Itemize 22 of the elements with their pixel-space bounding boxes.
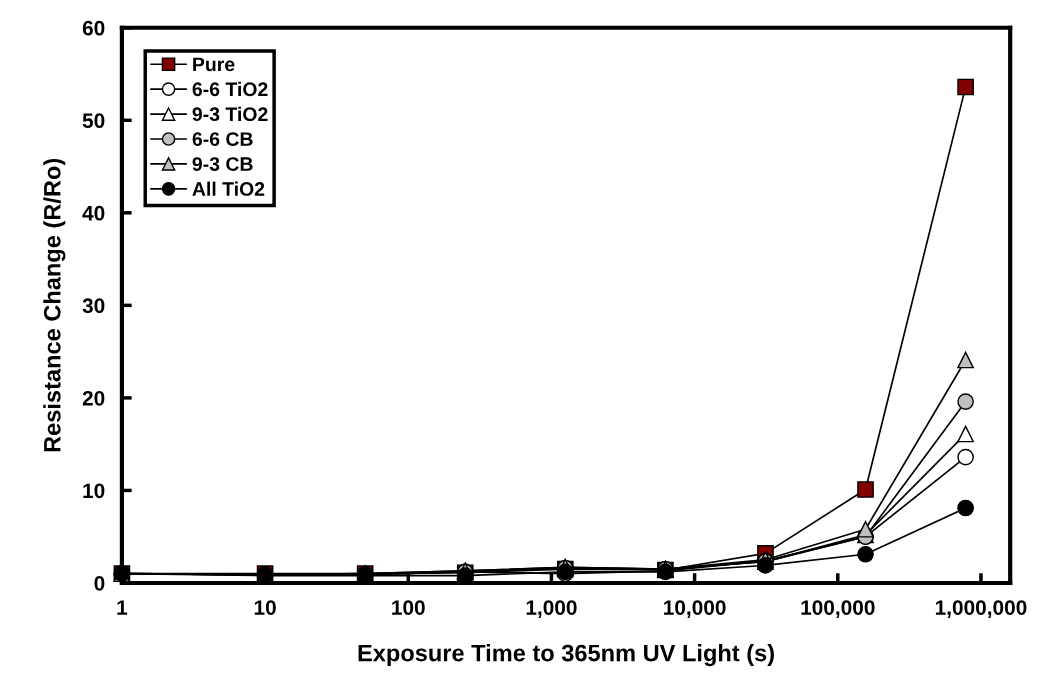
- x-tick-label: 100,000: [801, 600, 875, 618]
- x-axis-title: Exposure Time to 365nm UV Light (s): [358, 644, 774, 667]
- y-tick-label: 40: [82, 205, 105, 221]
- legend-label: 6-6 CB: [192, 132, 253, 146]
- legend-label: 9-3 TiO2: [192, 106, 268, 122]
- y-tick-label: 10: [83, 483, 105, 499]
- y-tick-label: 30: [82, 298, 105, 314]
- y-tick-label: 20: [82, 390, 105, 406]
- legend-label: 6-6 TiO2: [192, 81, 268, 97]
- x-tick-label: 1,000,000: [935, 600, 1027, 618]
- x-tick-label: 1: [117, 600, 128, 615]
- y-tick-label: 50: [82, 113, 105, 129]
- y-tick-label: 0: [94, 575, 105, 591]
- y-axis-title: Resistance Change (R/Ro): [43, 158, 66, 452]
- legend-label: All TiO2: [192, 181, 265, 196]
- x-tick-label: 1,000: [526, 600, 577, 618]
- x-tick-label: 100: [392, 600, 425, 615]
- legend-label: Pure: [193, 57, 235, 72]
- x-tick-label: 10: [254, 600, 276, 615]
- legend-label: 9-3 CB: [192, 157, 253, 171]
- y-tick-label: 60: [82, 20, 105, 36]
- x-tick-label: 10,000: [664, 600, 726, 618]
